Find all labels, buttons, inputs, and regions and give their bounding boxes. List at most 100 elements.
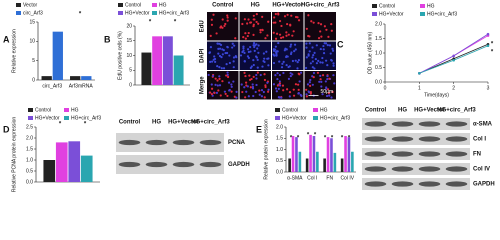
cell [308, 42, 311, 45]
significance-mark: * [341, 136, 344, 142]
bar [347, 137, 351, 172]
cell [219, 26, 222, 29]
cell [272, 61, 276, 65]
cell [256, 71, 259, 74]
cell [214, 60, 217, 63]
cell [289, 72, 292, 75]
legend-swatch [64, 116, 69, 120]
cell [297, 19, 301, 22]
legend-label: HG [427, 3, 435, 9]
cell [218, 84, 222, 87]
cell [274, 48, 277, 51]
significance-mark: * [314, 133, 317, 139]
cell [285, 34, 288, 37]
cell [217, 89, 220, 92]
cell [332, 64, 335, 67]
legend-label: HG+circ_Arf3 [71, 115, 101, 121]
cell [254, 55, 258, 58]
cell [226, 16, 229, 19]
cell [280, 24, 283, 28]
cell [286, 22, 289, 26]
cell [218, 47, 222, 50]
significance-mark: * [174, 20, 177, 26]
cell [246, 34, 249, 38]
cell [286, 13, 289, 16]
cell [221, 18, 224, 21]
cell [292, 94, 296, 97]
legend-label: HG+Vector [125, 10, 150, 16]
cell [267, 64, 270, 67]
cell [328, 77, 331, 80]
cell [230, 83, 233, 86]
cell [245, 90, 248, 93]
cell [252, 58, 255, 62]
cell [326, 88, 330, 91]
x-tick-label: 1 [418, 85, 421, 91]
legend-swatch [420, 12, 425, 16]
cell [274, 45, 277, 48]
cell [287, 77, 291, 80]
cell [225, 74, 228, 77]
panel-label: E [256, 124, 262, 134]
bar [340, 158, 344, 172]
cell [320, 80, 323, 83]
cell [308, 81, 311, 84]
cell [321, 61, 324, 64]
cell [243, 59, 246, 63]
cell [288, 91, 292, 94]
significance-mark: * [324, 136, 327, 142]
cell [316, 71, 320, 74]
blot-band [418, 121, 441, 127]
cell [326, 64, 329, 67]
cell [216, 79, 219, 82]
y-tick-label: 2.0 [276, 124, 283, 130]
cell [297, 91, 300, 95]
cell [297, 72, 300, 75]
blot-strip [362, 118, 470, 130]
cell [281, 84, 285, 87]
point [452, 54, 455, 58]
cell [216, 42, 220, 45]
cell [247, 31, 250, 35]
legend-label: HG+circ_Arf3 [427, 11, 457, 17]
blot-band [199, 139, 222, 146]
blot-band [145, 139, 168, 146]
cell [252, 94, 255, 98]
cell [309, 62, 312, 65]
legend-label: circ_Arf3 [23, 10, 43, 16]
cell [221, 26, 224, 29]
bar [70, 76, 81, 80]
x-axis-label: Time(days) [424, 92, 449, 98]
cell [260, 95, 264, 98]
cell [288, 95, 291, 98]
cell [214, 83, 217, 86]
blot-strip [362, 178, 470, 190]
cell [305, 88, 308, 91]
point [418, 72, 421, 75]
y-tick-label: 1.5 [375, 36, 382, 42]
cell [225, 63, 228, 66]
legend-swatch [16, 3, 21, 7]
bar [298, 151, 302, 172]
bar [291, 136, 295, 172]
cell [244, 37, 247, 40]
bar [305, 158, 309, 172]
legend-label: Control [35, 107, 51, 113]
cell [322, 44, 325, 48]
cell [278, 60, 281, 63]
blot-band [445, 166, 468, 172]
cell [305, 42, 308, 45]
micrograph [239, 12, 271, 41]
cell [317, 37, 321, 40]
cell [319, 47, 322, 51]
cell [251, 83, 254, 86]
blot-band [118, 161, 141, 168]
cell [227, 81, 231, 84]
significance-mark: * [290, 136, 293, 142]
cell [256, 58, 259, 61]
cell [277, 41, 280, 45]
cell [325, 28, 328, 31]
significance-mark: * [79, 12, 82, 18]
cell [297, 88, 300, 91]
cell [249, 86, 252, 89]
